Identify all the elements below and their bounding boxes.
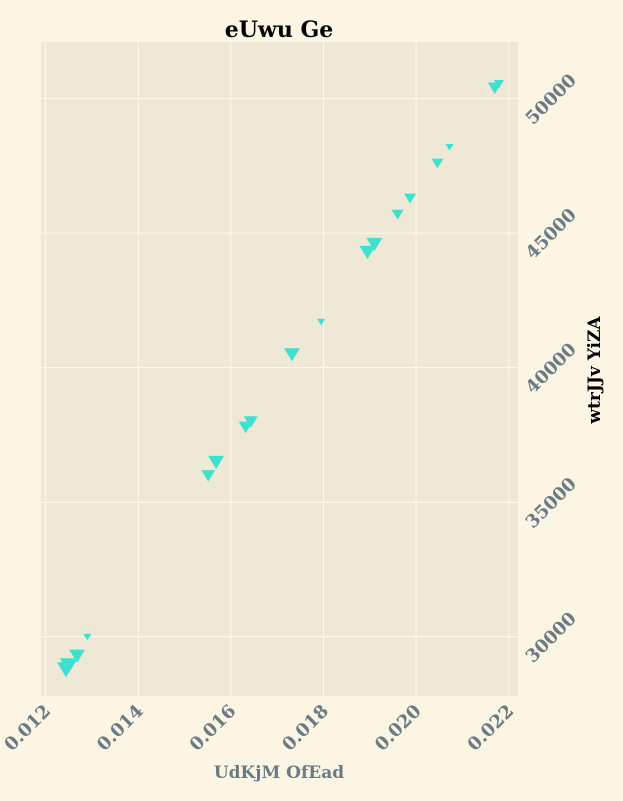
data-point-marker (243, 416, 258, 428)
data-point-marker (208, 455, 225, 470)
data-point-marker (59, 658, 78, 674)
chart-title: eUwu Ge (225, 17, 334, 43)
data-point-marker (284, 348, 300, 362)
data-point-marker (431, 158, 444, 169)
data-point-marker (445, 144, 454, 151)
data-point-marker (359, 245, 376, 260)
grid-lines (41, 42, 518, 696)
data-point-marker (366, 237, 383, 252)
data-point-marker (391, 209, 404, 220)
data-points (57, 80, 504, 678)
data-point-marker (404, 193, 417, 204)
x-axis-label: UdKjM OfEad (214, 763, 344, 783)
data-point-marker (201, 470, 216, 482)
plot-area (41, 42, 518, 696)
y-axis-label: wtrJJv YiZA (585, 316, 605, 425)
data-point-marker (69, 649, 86, 663)
data-point-marker (494, 80, 504, 89)
data-point-marker (317, 318, 326, 326)
data-point-marker (83, 633, 92, 641)
